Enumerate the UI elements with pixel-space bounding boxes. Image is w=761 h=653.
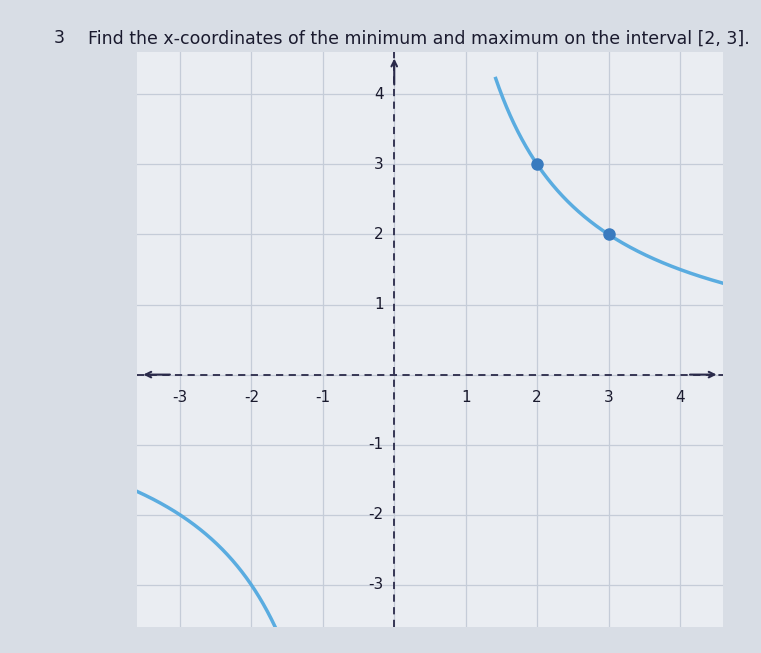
Text: -3: -3 [172,390,187,405]
Text: 3: 3 [603,390,613,405]
Text: 4: 4 [374,87,384,102]
Text: -1: -1 [315,390,330,405]
Text: -2: -2 [244,390,259,405]
Text: 2: 2 [533,390,542,405]
Text: 3: 3 [374,157,384,172]
Text: 1: 1 [374,297,384,312]
Text: -1: -1 [368,437,384,452]
Text: -2: -2 [368,507,384,522]
Text: 3: 3 [53,29,64,48]
Text: 1: 1 [461,390,470,405]
Text: Find the x-coordinates of the minimum and maximum on the interval [2, 3].: Find the x-coordinates of the minimum an… [88,29,750,48]
Text: 4: 4 [675,390,685,405]
Text: 2: 2 [374,227,384,242]
Text: -3: -3 [368,577,384,592]
